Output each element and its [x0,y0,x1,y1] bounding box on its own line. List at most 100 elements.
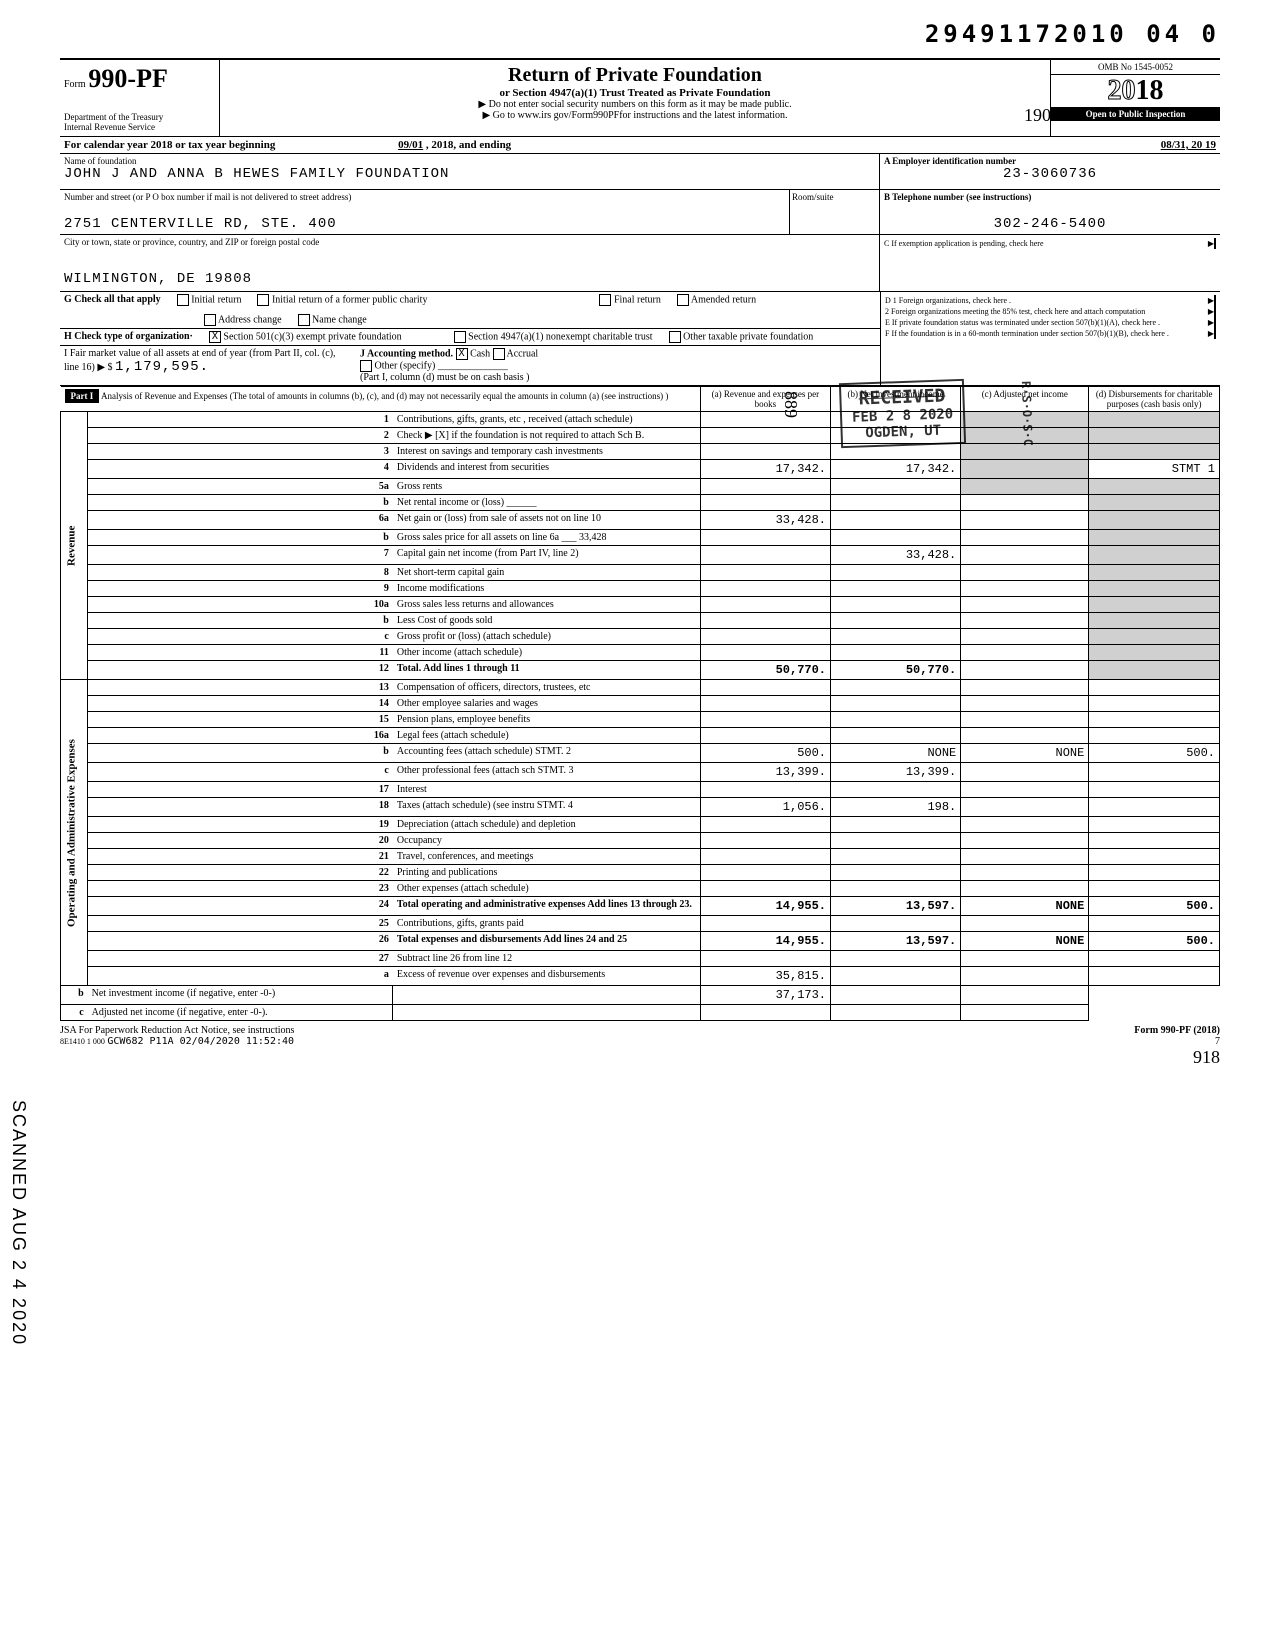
ein: 23-3060736 [884,166,1216,182]
h-4947[interactable] [454,331,466,343]
d1: D 1 Foreign organizations, check here . [885,296,1011,305]
d2-box[interactable] [1214,306,1216,317]
table-row: 19Depreciation (attach schedule) and dep… [61,817,1220,833]
hand-889: 889 [780,391,801,418]
form-prefix: Form [64,79,86,90]
dept: Department of the Treasury Internal Reve… [64,112,215,132]
table-row: 25Contributions, gifts, grants paid [61,916,1220,932]
telephone: 302-246-5400 [884,216,1216,232]
g-final[interactable] [599,294,611,306]
table-row: cGross profit or (loss) (attach schedule… [61,629,1220,645]
cal-mid: , 2018, and ending [426,139,511,151]
table-row: bLess Cost of goods sold [61,613,1220,629]
table-row: Operating and Administrative Expenses13C… [61,680,1220,696]
table-row: 26Total expenses and disbursements Add l… [61,932,1220,951]
handwritten-1908: 1908 [1024,105,1060,126]
table-row: 20Occupancy [61,833,1220,849]
identity-block: Name of foundation JOHN J AND ANNA B HEW… [60,154,1220,292]
scanned-stamp: SCANNED AUG 2 4 2020 [8,1100,29,1346]
table-row: 24Total operating and administrative exp… [61,897,1220,916]
name-label: Name of foundation [64,156,875,166]
d1-box[interactable] [1214,295,1216,306]
part1-table: Part I Analysis of Revenue and Expenses … [60,386,1220,1021]
rsosc-stamp: R·S·O·S·C [1019,381,1035,446]
c-label: C If exemption application is pending, c… [884,239,1044,248]
table-row: 23Other expenses (attach schedule) [61,881,1220,897]
h-501c3[interactable]: X [209,331,221,343]
table-row: bNet investment income (if negative, ent… [61,986,1220,1005]
col-a: (a) Revenue and expenses per books [700,387,830,412]
d2: 2 Foreign organizations meeting the 85% … [885,307,1145,316]
footer-page: 7 [1134,1036,1220,1047]
check-g-row: G Check all that apply Initial return In… [60,292,880,329]
footer-form: Form 990-PF (2018) [1134,1025,1220,1036]
revenue-label: Revenue [61,412,88,680]
table-row: 8Net short-term capital gain [61,565,1220,581]
table-row: 4Dividends and interest from securities1… [61,460,1220,479]
footer-batch: GCW682 P11A 02/04/2020 11:52:40 [107,1036,294,1047]
hand-918: 918 [1193,1047,1220,1067]
col-d: (d) Disbursements for charitable purpose… [1089,387,1220,412]
e-box[interactable] [1214,317,1216,328]
table-row: 12Total. Add lines 1 through 1150,770.50… [61,661,1220,680]
table-row: 16aLegal fees (attach schedule) [61,728,1220,744]
footer-code: 8E1410 1 000 [60,1037,105,1046]
h-label: H Check type of organization· [64,331,193,343]
form-number: 990-PF [88,64,167,93]
table-row: aExcess of revenue over expenses and dis… [61,967,1220,986]
cal-end: 08/31, 20 19 [1161,139,1216,151]
table-row: 11Other income (attach schedule) [61,645,1220,661]
expenses-label: Operating and Administrative Expenses [61,680,88,986]
open-inspection: Open to Public Inspection [1051,107,1220,121]
c-checkbox[interactable] [1214,238,1216,249]
part1-desc: Analysis of Revenue and Expenses (The to… [101,391,668,401]
j-cash[interactable]: X [456,348,468,360]
table-row: 6aNet gain or (loss) from sale of assets… [61,511,1220,530]
g-label: G Check all that apply [64,294,161,306]
room-suite-label: Room/suite [789,190,879,234]
check-h-row: H Check type of organization· X Section … [60,329,880,346]
table-row: 9Income modifications [61,581,1220,597]
footer: JSA For Paperwork Reduction Act Notice, … [60,1025,1220,1068]
main-title: Return of Private Foundation [224,64,1046,87]
f: F If the foundation is in a 60-month ter… [885,329,1169,338]
j-accrual[interactable] [493,348,505,360]
foundation-addr: 2751 CENTERVILLE RD, STE. 400 [64,216,875,232]
cal-begin: 09/01 [398,139,423,151]
g-addr-change[interactable] [204,314,216,326]
table-row: 21Travel, conferences, and meetings [61,849,1220,865]
e: E If private foundation status was termi… [885,318,1160,327]
i-value: 1,179,595. [115,359,209,375]
line-i-row: I Fair market value of all assets at end… [60,346,880,385]
table-row: bGross sales price for all assets on lin… [61,530,1220,546]
g-initial[interactable] [177,294,189,306]
table-row: 2Check ▶ [X] if the foundation is not re… [61,428,1220,444]
cal-text: For calendar year 2018 or tax year begin… [64,139,275,151]
j-label: J Accounting method. [360,348,453,359]
table-row: 10aGross sales less returns and allowanc… [61,597,1220,613]
goto: ▶ Go to www.irs gov/Form990PFfor instruc… [224,110,1046,121]
f-box[interactable] [1214,328,1216,339]
table-row: Revenue1Contributions, gifts, grants, et… [61,412,1220,428]
table-row: 27Subtract line 26 from line 12 [61,951,1220,967]
ein-label: A Employer identification number [884,156,1216,166]
g-name-change[interactable] [298,314,310,326]
city-label: City or town, state or province, country… [64,237,875,247]
jsa-notice: JSA For Paperwork Reduction Act Notice, … [60,1025,294,1036]
received-stamp: RECEIVED FEB 2 8 2020 OGDEN, UT [839,379,966,448]
table-row: bAccounting fees (attach schedule) STMT.… [61,744,1220,763]
table-row: 7Capital gain net income (from Part IV, … [61,546,1220,565]
barcode: 29491172010 04 0 [60,20,1220,48]
table-row: 3Interest on savings and temporary cash … [61,444,1220,460]
calendar-year-row: For calendar year 2018 or tax year begin… [60,137,1220,154]
table-row: cOther professional fees (attach sch STM… [61,763,1220,782]
addr-label: Number and street (or P O box number if … [64,192,875,202]
g-former[interactable] [257,294,269,306]
omb: OMB No 1545-0052 [1051,60,1220,75]
foundation-name: JOHN J AND ANNA B HEWES FAMILY FOUNDATIO… [64,166,875,182]
j-other[interactable] [360,360,372,372]
j-note: (Part I, column (d) must be on cash basi… [360,372,529,383]
year-solid: 18 [1136,75,1164,106]
h-other[interactable] [669,331,681,343]
g-amended[interactable] [677,294,689,306]
